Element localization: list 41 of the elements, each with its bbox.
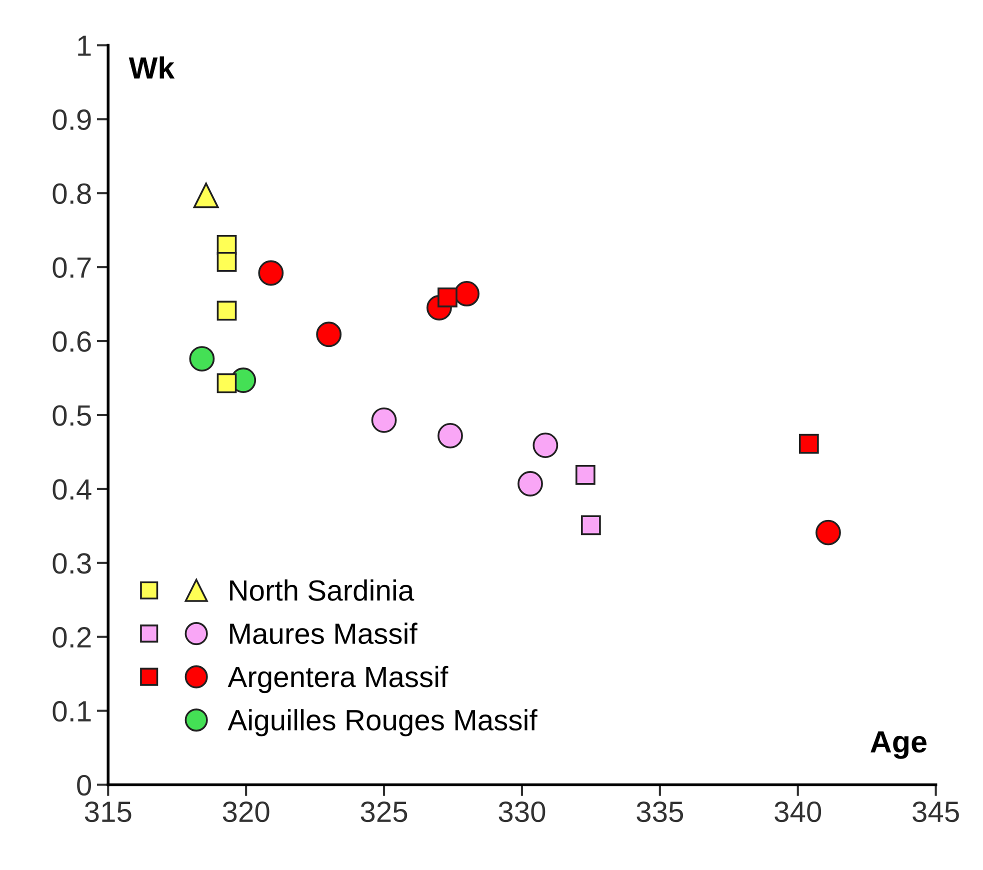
y-axis-title: Wk [128, 56, 175, 78]
y-tick-label: 0.7 [52, 257, 91, 278]
y-tick-label: 0.3 [52, 553, 91, 574]
x-axis-title: Age [870, 731, 926, 759]
point [438, 287, 458, 308]
point [575, 464, 596, 485]
point [532, 432, 558, 458]
y-tick-label: 0.6 [52, 331, 91, 352]
point [581, 515, 601, 536]
legend-label: North Sardinia [230, 579, 414, 601]
y-tick-label: 0.1 [52, 700, 91, 722]
point [816, 520, 841, 546]
y-tick-label: 0.9 [52, 109, 91, 130]
y-tick-label: 0.8 [52, 183, 91, 204]
point [193, 182, 219, 208]
x-tick-label: 340 [774, 801, 822, 822]
legend-label: Argentera Massif [228, 666, 448, 694]
point [189, 346, 215, 372]
y-tick-label: 0 [77, 774, 92, 796]
x-tick-label: 345 [912, 801, 959, 822]
point [438, 422, 463, 448]
point [216, 252, 237, 272]
point [798, 434, 819, 454]
point [216, 300, 237, 321]
point [258, 260, 284, 286]
y-tick-label: 1 [78, 36, 91, 56]
y-tick-label: 0.4 [52, 479, 92, 500]
x-tick-label: 320 [222, 801, 270, 822]
x-tick-label: 335 [636, 801, 684, 822]
point [454, 281, 480, 306]
point [371, 407, 397, 433]
point [518, 471, 543, 496]
point [316, 322, 342, 348]
x-tick-label: 315 [84, 801, 132, 822]
y-tick-label: 0.5 [52, 405, 91, 426]
legend-label: Aiguilles Rouges Massif [228, 709, 538, 736]
x-tick-label: 325 [360, 801, 408, 822]
x-tick-label: 330 [498, 801, 546, 822]
legend-label: Maures Massif [230, 622, 418, 644]
y-tick-label: 0.2 [52, 627, 91, 648]
point [216, 373, 237, 394]
